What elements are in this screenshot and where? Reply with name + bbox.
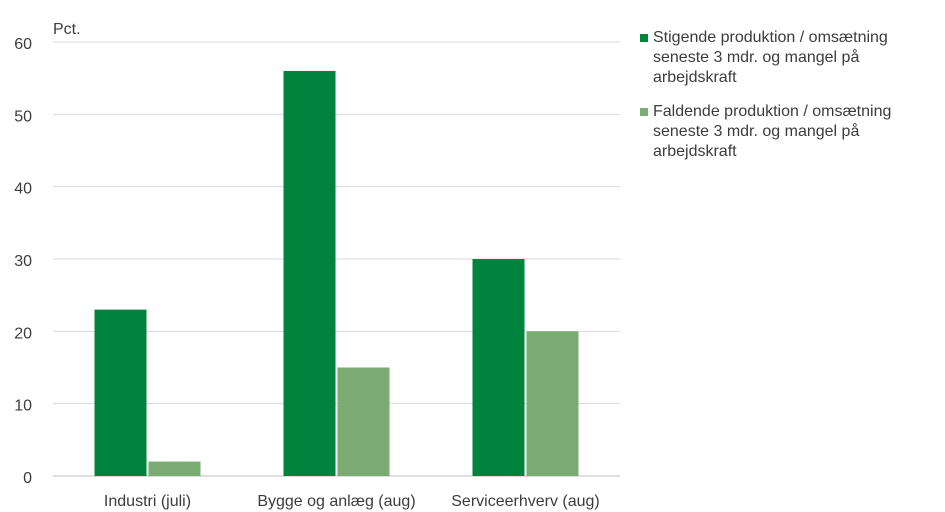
bar-falling-1 — [337, 367, 390, 476]
y-tick-label: 20 — [14, 325, 32, 342]
bar-rising-2 — [472, 259, 525, 476]
legend-swatch-falling — [640, 108, 648, 116]
legend-item-rising: Stigende produktion / omsætning seneste … — [640, 28, 940, 88]
y-tick-label: 60 — [14, 36, 32, 53]
x-category-label: Serviceerhverv (aug) — [451, 493, 600, 510]
gridlines — [53, 41, 620, 477]
y-axis-label: Pct. — [53, 21, 81, 38]
bar-rising-0 — [94, 309, 147, 476]
legend-swatch-rising — [640, 34, 648, 42]
x-category-label: Bygge og anlæg (aug) — [257, 493, 415, 510]
y-tick-label: 40 — [14, 181, 32, 198]
x-category-label: Industri (juli) — [104, 493, 191, 510]
legend: Stigende produktion / omsætning seneste … — [640, 28, 940, 176]
legend-label-falling: Faldende produktion / omsætning seneste … — [653, 103, 892, 160]
y-tick-label: 0 — [23, 470, 32, 487]
y-tick-label: 10 — [14, 398, 32, 415]
bar-falling-2 — [526, 331, 579, 476]
y-tick-label: 30 — [14, 253, 32, 270]
x-axis: Industri (juli) Bygge og anlæg (aug) Servi… — [104, 493, 600, 510]
legend-item-falling: Faldende produktion / omsætning seneste … — [640, 102, 940, 162]
bars — [94, 70, 579, 476]
bar-rising-1 — [283, 70, 336, 476]
bar-falling-0 — [148, 461, 201, 476]
y-tick-label: 50 — [14, 108, 32, 125]
bar-chart: 0 10 20 30 40 50 60 Industri (juli) Bygge og an… — [14, 21, 620, 510]
y-axis: 0 10 20 30 40 50 60 — [14, 36, 32, 487]
legend-label-rising: Stigende produktion / omsætning seneste … — [653, 29, 888, 86]
